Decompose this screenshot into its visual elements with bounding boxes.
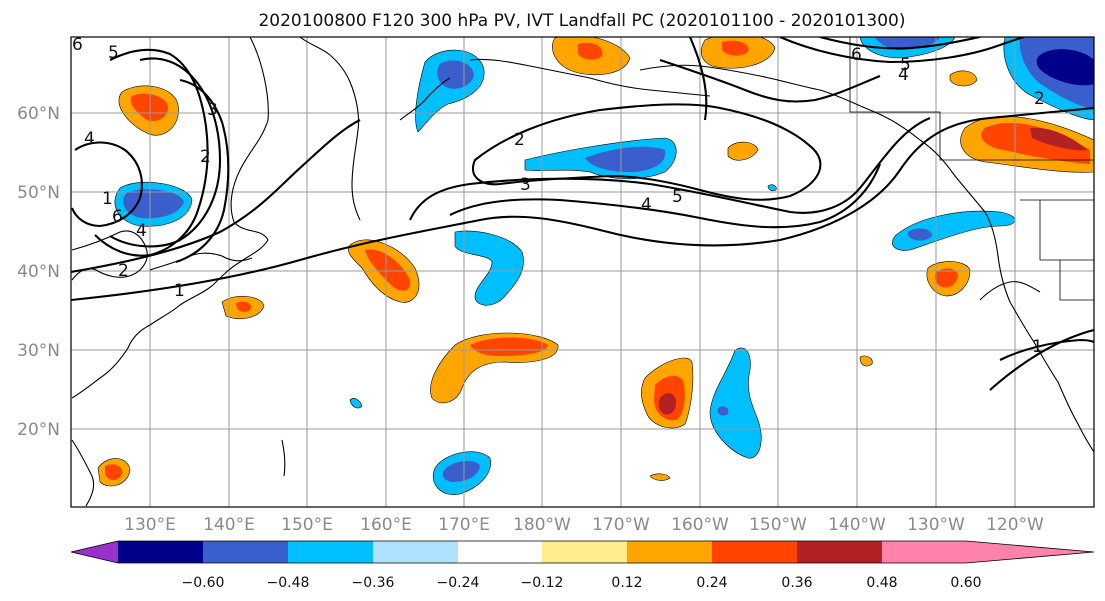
negative-anomaly-i — [349, 184, 777, 409]
colorbar-tick-label: 0.36 — [781, 575, 812, 591]
positive-anomaly-g — [221, 295, 265, 319]
positive-anomaly-i — [641, 357, 694, 429]
longitude-labels: 130°E 140°E 150°E 160°E 170°E 180°W 170°… — [124, 515, 1044, 535]
coastlines — [71, 37, 1094, 507]
contour-label: 1 — [174, 281, 185, 301]
negative-anomaly-g — [433, 451, 491, 495]
colorbar-tick-label: 0.48 — [866, 575, 897, 591]
colorbar-segment — [203, 541, 288, 563]
colorbar-tick-label: 0.24 — [696, 575, 727, 591]
lon-label: 140°E — [203, 515, 255, 535]
lat-label: 20°N — [17, 420, 60, 440]
lon-label: 180°W — [513, 515, 571, 535]
colorbar-segment — [797, 541, 882, 563]
colorbar-extend-high — [966, 541, 1094, 563]
pv-contours — [71, 37, 1094, 391]
contour-label: 4 — [641, 195, 652, 215]
boundaries — [849, 37, 1094, 301]
lon-label: 170°E — [438, 515, 490, 535]
contour-label: 3 — [520, 175, 531, 195]
contour-labels: 5 6 3 4 2 1 6 4 2 1 2 3 4 5 6 5 4 2 1 — [72, 35, 1045, 357]
lon-label: 130°W — [907, 515, 965, 535]
positive-anomaly-a — [118, 85, 179, 136]
map-content: 5 6 3 4 2 1 6 4 2 1 2 3 4 5 6 5 4 2 1 — [71, 35, 1094, 507]
lon-label: 120°W — [986, 515, 1044, 535]
lat-label: 60°N — [17, 104, 60, 124]
contour-label: 4 — [898, 65, 909, 85]
contour-label: 4 — [84, 129, 95, 149]
contour-label: 6 — [851, 45, 862, 65]
map-frame — [70, 36, 1095, 508]
contour-label: 3 — [207, 100, 218, 120]
shaded-field — [97, 37, 1094, 495]
positive-anomaly-h — [430, 332, 559, 404]
colorbar-segment — [712, 541, 797, 563]
contour-label: 2 — [118, 261, 129, 281]
colorbar-tick-label: −0.12 — [521, 575, 564, 591]
colorbar-segment — [118, 541, 203, 563]
lon-label: 170°W — [592, 515, 650, 535]
colorbar-segment — [627, 541, 712, 563]
contour-label: 1 — [102, 189, 113, 209]
contour-label: 6 — [112, 207, 123, 227]
colorbar-tick-label: −0.36 — [352, 575, 395, 591]
contour-label: 2 — [1034, 89, 1045, 109]
negative-anomaly-e — [892, 210, 1016, 251]
colorbar-segment — [542, 541, 627, 563]
positive-anomaly-k — [97, 355, 873, 487]
colorbar-segment — [882, 541, 966, 563]
positive-anomaly-j — [926, 261, 971, 297]
colorbar-tick-label: 0.60 — [950, 575, 981, 591]
positive-anomaly-b — [552, 37, 631, 76]
colorbar-tick-label: 0.12 — [611, 575, 642, 591]
lon-label: 160°E — [360, 515, 412, 535]
negative-anomaly-c — [524, 137, 677, 180]
negative-anomaly-f — [709, 347, 762, 459]
lon-label: 160°W — [671, 515, 729, 535]
negative-anomaly-d — [454, 230, 524, 306]
lat-label: 40°N — [17, 262, 60, 282]
positive-anomaly-c — [701, 37, 776, 69]
lon-label: 150°E — [281, 515, 333, 535]
colorbar: −0.60 −0.48 −0.36 −0.24 −0.12 0.12 0.24 … — [70, 540, 1095, 591]
lat-label: 30°N — [17, 341, 60, 361]
contour-label: 5 — [108, 43, 119, 63]
lon-label: 150°W — [749, 515, 807, 535]
lon-label: 140°W — [828, 515, 886, 535]
colorbar-segment — [288, 541, 373, 563]
colorbar-segment — [373, 541, 458, 563]
contour-label: 5 — [672, 187, 683, 207]
latitude-labels: 60°N 50°N 40°N 30°N 20°N — [17, 104, 60, 440]
lon-label: 130°E — [124, 515, 176, 535]
colorbar-segment — [458, 541, 542, 563]
colorbar-tick-label: −0.24 — [437, 575, 480, 591]
colorbar-outline — [70, 540, 1095, 564]
colorbar-tick-label: −0.60 — [182, 575, 225, 591]
positive-anomaly-e — [727, 70, 978, 161]
negative-anomaly-a — [114, 181, 193, 227]
contour-label: 2 — [514, 130, 525, 150]
contour-label: 5 — [900, 55, 911, 75]
contour-label: 1 — [1032, 337, 1043, 357]
colorbar-extend-low — [71, 541, 118, 563]
map-title: 2020100800 F120 300 hPa PV, IVT Landfall… — [258, 11, 905, 31]
contour-label: 6 — [72, 35, 83, 55]
contour-label: 4 — [136, 221, 147, 241]
contour-label: 2 — [200, 147, 211, 167]
graticule — [71, 37, 1094, 507]
negative-anomaly-b — [415, 49, 485, 133]
colorbar-ticks: −0.60 −0.48 −0.36 −0.24 −0.12 0.12 0.24 … — [182, 575, 982, 591]
colorbar-tick-label: −0.48 — [267, 575, 310, 591]
lat-label: 50°N — [17, 183, 60, 203]
